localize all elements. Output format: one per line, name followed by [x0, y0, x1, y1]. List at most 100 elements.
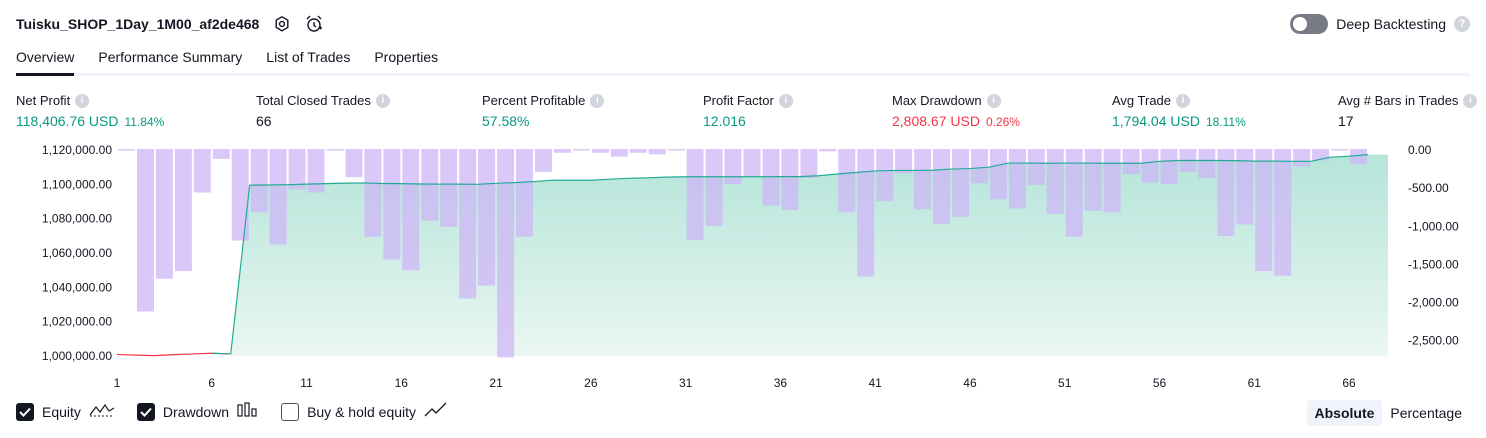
drawdown-bar	[307, 149, 325, 193]
x-axis-tick: 21	[489, 376, 503, 390]
metric-value: 17	[1338, 113, 1354, 129]
info-icon[interactable]: i	[1176, 93, 1191, 108]
right-axis-tick: -1,000.00	[1408, 219, 1459, 233]
drawdown-bar	[1160, 149, 1178, 185]
right-axis-tick: -2,000.00	[1408, 296, 1459, 310]
metric-value: 12.016	[703, 113, 746, 129]
equity-drawdown-chart[interactable]: 1,120,000.00 1,100,000.00 1,080,000.00 1,06…	[0, 136, 1486, 394]
metric-percent: 0.26%	[985, 115, 1020, 129]
drawdown-bar	[1350, 149, 1367, 165]
drawdown-bar	[1293, 149, 1311, 167]
x-axis-tick: 6	[208, 376, 215, 390]
info-icon[interactable]: i	[590, 93, 605, 108]
drawdown-bar	[1198, 149, 1216, 178]
tab-properties[interactable]: Properties	[374, 49, 439, 65]
metric-value: 118,406.76 USD	[16, 113, 119, 129]
absolute-button[interactable]: Absolute	[1306, 400, 1383, 426]
tab-overview[interactable]: Overview	[16, 46, 75, 76]
drawdown-bar	[155, 149, 173, 279]
x-axis-tick: 16	[395, 376, 409, 390]
metric-value: 1,794.04 USD	[1112, 113, 1200, 129]
drawdown-bar	[1122, 149, 1140, 175]
x-axis-tick: 66	[1342, 376, 1356, 390]
right-axis-tick: -1,500.00	[1408, 257, 1459, 271]
percentage-button[interactable]: Percentage	[1390, 405, 1462, 421]
drawdown-bar	[1065, 149, 1083, 237]
drawdown-bar	[914, 149, 932, 210]
drawdown-bar	[781, 149, 799, 210]
left-axis-tick: 1,000,000.00	[42, 349, 112, 363]
x-axis-tick: 11	[300, 376, 313, 390]
legend-buy-hold-toggle[interactable]: Buy & hold equity	[281, 402, 448, 421]
legend-equity-toggle[interactable]: Equity	[16, 402, 115, 421]
left-axis-tick: 1,060,000.00	[42, 246, 112, 260]
metric-avg-trade: Avg Trade i 1,794.04 USD 18.11%	[1112, 93, 1246, 129]
drawdown-bar	[212, 149, 230, 159]
metric-label: Total Closed Trades	[256, 93, 371, 108]
strategy-name: Tuisku_SHOP_1Day_1M00_af2de468	[16, 16, 260, 32]
drawdown-bar	[231, 149, 249, 241]
metric-max-drawdown: Max Drawdown i 2,808.67 USD 0.26%	[892, 93, 1020, 129]
drawdown-bar	[1331, 149, 1349, 151]
right-axis-tick: -2,500.00	[1408, 334, 1459, 348]
alarm-clock-icon[interactable]	[303, 13, 325, 35]
info-icon[interactable]: i	[75, 93, 90, 108]
drawdown-bar	[1027, 149, 1045, 185]
drawdown-bar	[326, 149, 344, 151]
info-icon[interactable]: i	[986, 93, 1001, 108]
metric-value: 66	[256, 113, 272, 129]
help-icon[interactable]: ?	[1454, 16, 1470, 32]
x-axis-tick: 1	[114, 376, 121, 390]
drawdown-bar	[402, 149, 420, 271]
bar-chart-icon	[237, 402, 259, 421]
drawdown-checkbox[interactable]	[136, 402, 155, 421]
strategy-header: Tuisku_SHOP_1Day_1M00_af2de468 Deep Back…	[16, 10, 1470, 38]
x-axis-tick: 56	[1153, 376, 1167, 390]
drawdown-bar	[421, 149, 439, 221]
info-icon[interactable]: i	[375, 93, 390, 108]
left-axis-tick: 1,020,000.00	[42, 315, 112, 329]
drawdown-bar	[269, 149, 287, 245]
drawdown-bar	[1141, 149, 1159, 183]
buy-hold-checkbox[interactable]	[281, 402, 300, 421]
metric-percent: 18.11%	[1205, 115, 1246, 129]
legend-drawdown-toggle[interactable]: Drawdown	[136, 402, 259, 421]
info-icon[interactable]: i	[1463, 93, 1478, 108]
drawdown-bar	[724, 149, 742, 185]
drawdown-bar	[345, 149, 363, 178]
x-axis-tick: 26	[584, 376, 598, 390]
drawdown-bar	[1103, 149, 1121, 213]
deep-backtesting-toggle[interactable]	[1290, 14, 1329, 34]
drawdown-bar	[989, 149, 1007, 200]
drawdown-bar	[554, 149, 571, 153]
drawdown-bar	[1046, 149, 1064, 214]
drawdown-bar	[478, 149, 496, 286]
metric-label: Net Profit	[16, 93, 71, 108]
settings-gear-icon[interactable]	[271, 13, 293, 35]
metric-label: Avg # Bars in Trades	[1338, 93, 1459, 108]
deep-backtesting-label: Deep Backtesting	[1336, 16, 1446, 32]
value-mode-switch: Absolute Percentage	[1306, 400, 1471, 426]
drawdown-bar	[516, 149, 533, 237]
metric-percent: 11.84%	[124, 115, 165, 129]
metric-value: 57.58%	[482, 113, 530, 129]
metric-label: Max Drawdown	[892, 93, 982, 108]
drawdown-bar	[1084, 149, 1102, 211]
equity-checkbox[interactable]	[16, 402, 34, 421]
drawdown-bar	[364, 149, 382, 237]
drawdown-bar	[1274, 149, 1292, 276]
metric-label: Percent Profitable	[482, 93, 586, 108]
x-axis-tick: 41	[869, 376, 883, 390]
tab-list-of-trades[interactable]: List of Trades	[266, 49, 351, 65]
drawdown-bar	[383, 149, 401, 260]
drawdown-bar	[1008, 149, 1026, 209]
drawdown-bar	[629, 149, 647, 153]
metric-net-profit: Net Profit i 118,406.76 USD 11.84%	[16, 93, 164, 129]
info-icon[interactable]: i	[778, 93, 793, 108]
drawdown-bar	[440, 149, 458, 227]
x-axis-tick: 36	[774, 376, 788, 390]
left-axis-tick: 1,120,000.00	[42, 143, 112, 157]
drawdown-bar	[952, 149, 969, 217]
legend-drawdown-label: Drawdown	[162, 403, 230, 420]
tab-performance-summary[interactable]: Performance Summary	[98, 49, 243, 65]
